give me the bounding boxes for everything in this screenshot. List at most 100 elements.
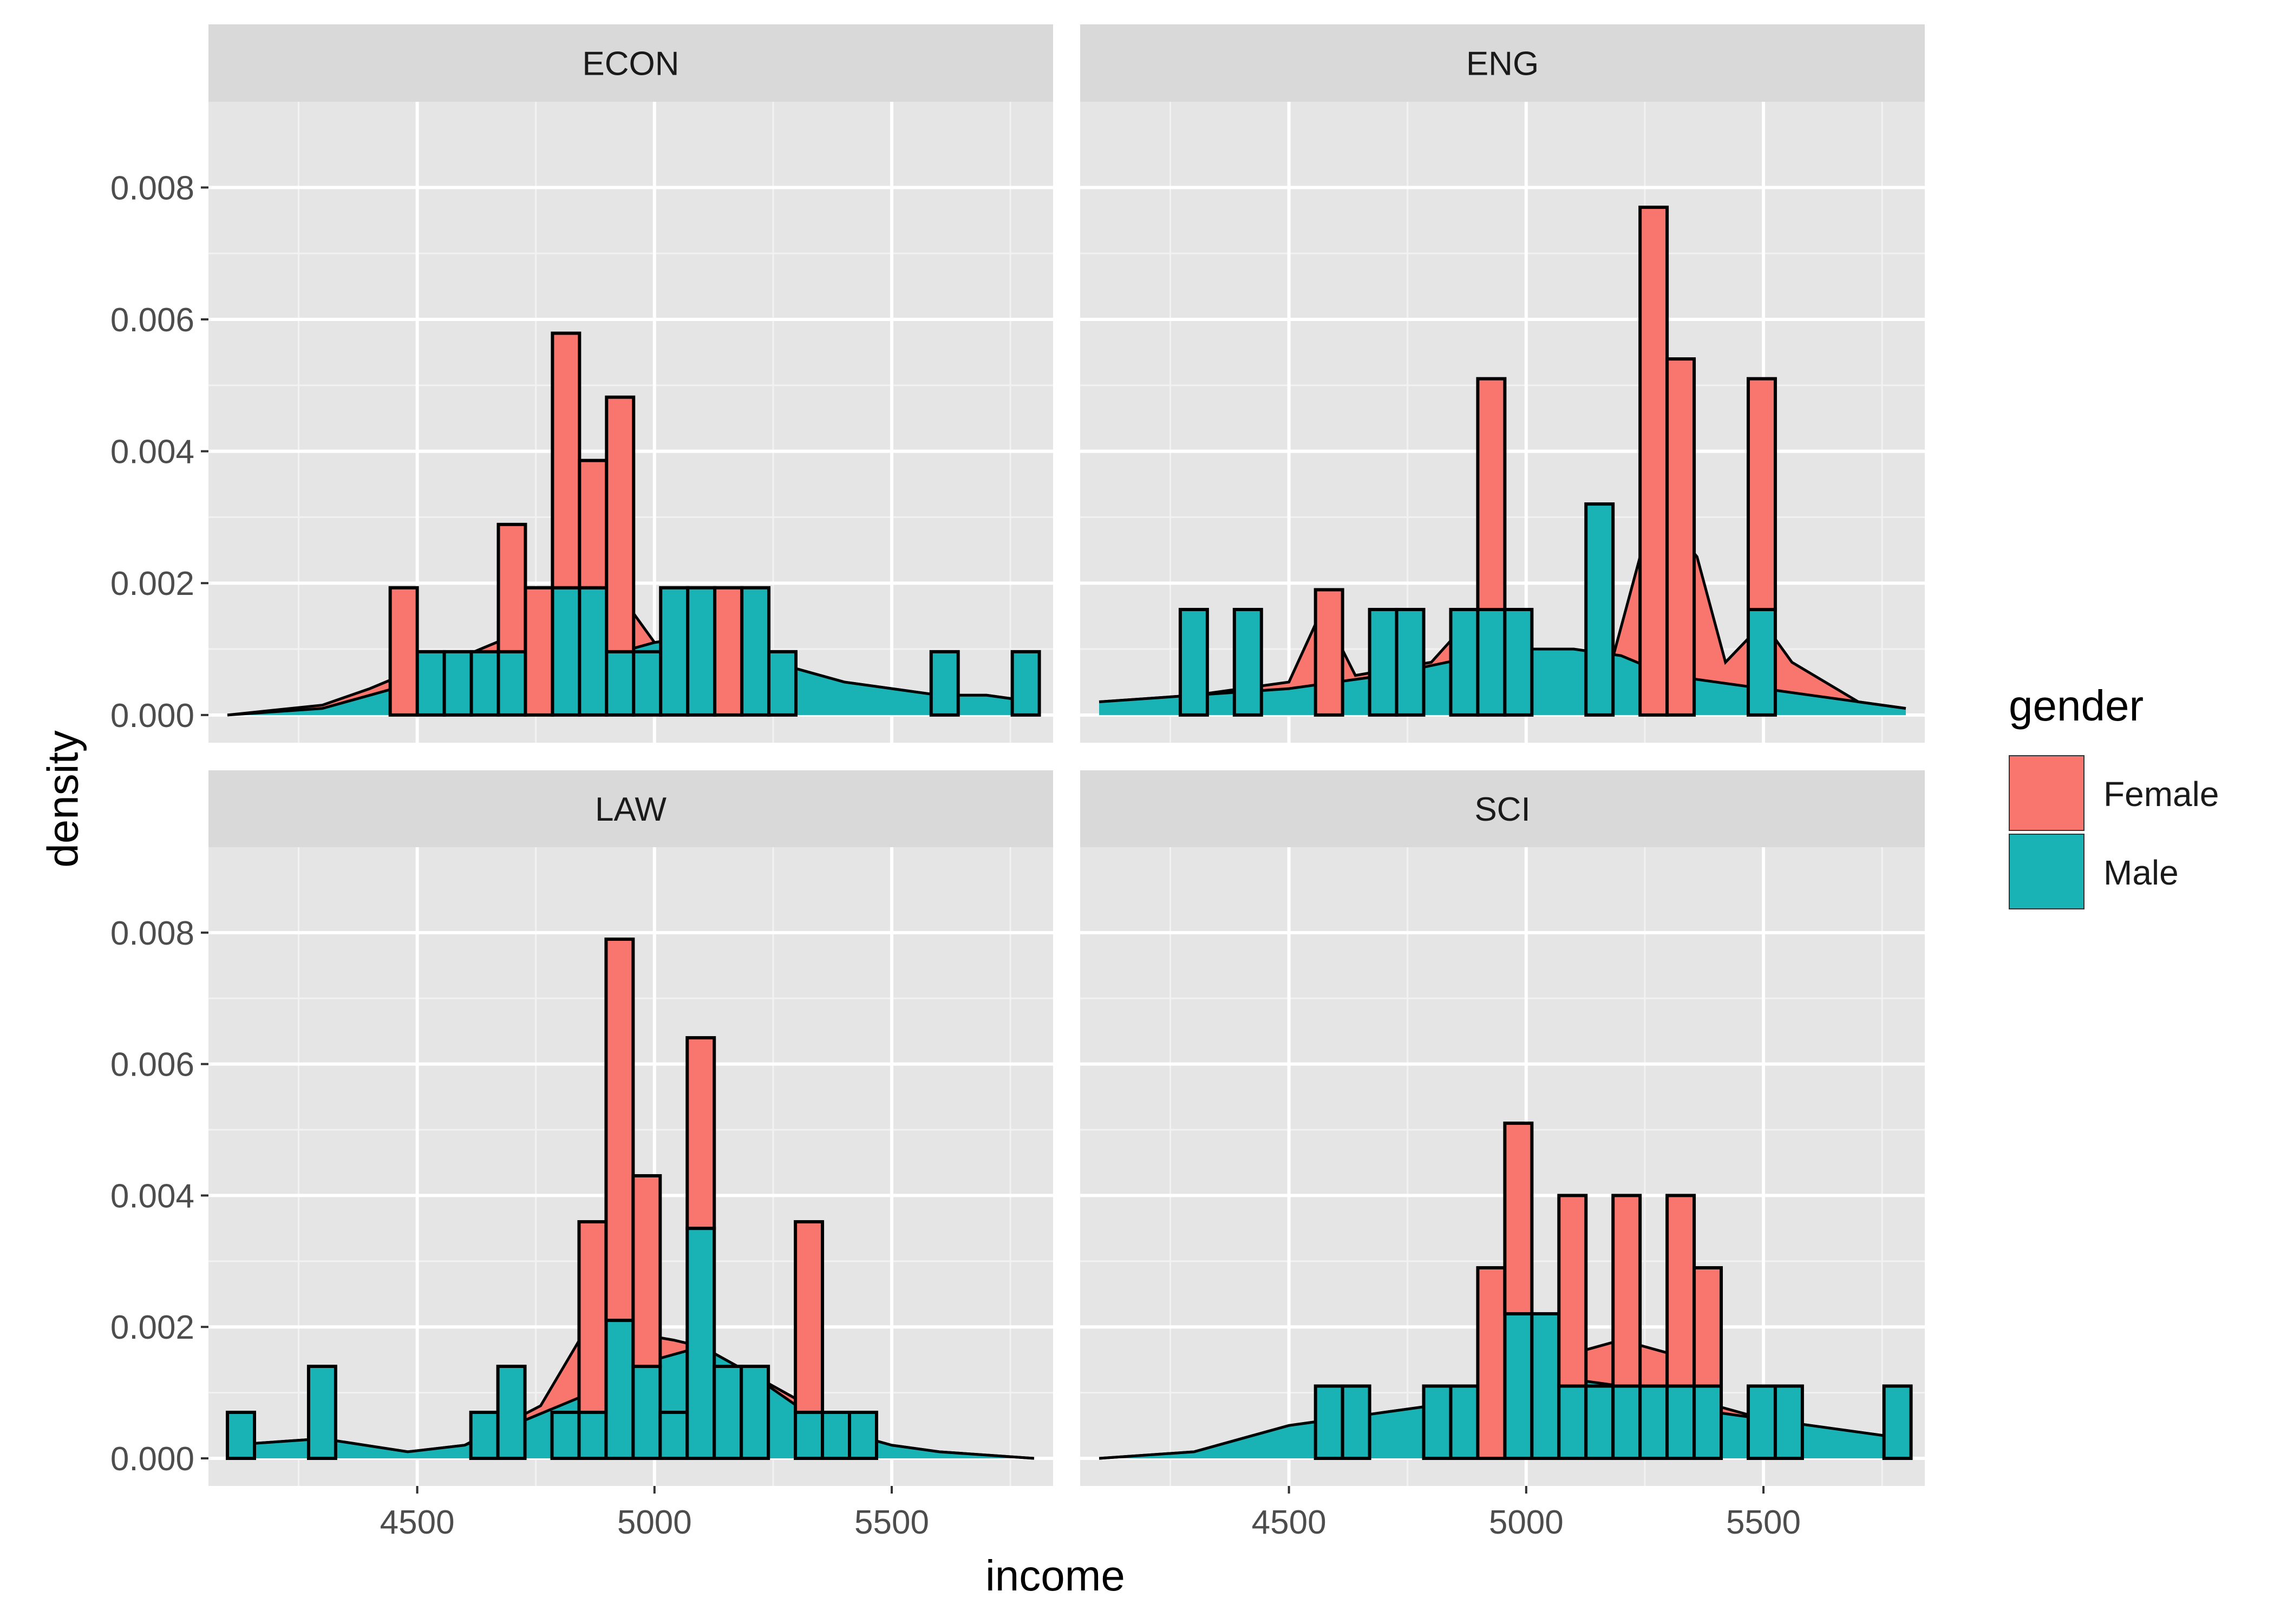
histogram-bar-male [1341,1384,1371,1461]
histogram-bar-male [659,586,690,717]
facet-panel-econ: ECON 0.000 0.002 0.004 0.006 0.008 [110,24,1053,743]
legend-label-male: Male [2103,853,2179,892]
histogram-bar-male [605,650,636,717]
histogram-bar-male [469,1411,500,1461]
histogram-bar-male [1665,1384,1696,1461]
y-tick-label: 0.000 [110,1440,194,1478]
histogram-bar-female [604,937,635,1322]
y-tick-label: 0.002 [110,1309,194,1346]
histogram-bar-male [578,586,609,717]
facet-panel-eng: ENG [1080,24,1925,743]
x-axis-title: income [985,1551,1125,1600]
histogram-bar-male [713,1365,743,1461]
histogram-bar-male [1638,1384,1669,1461]
histogram-bar-female [577,1220,608,1415]
histogram-bar-female [1314,588,1344,717]
legend-title: gender [2009,682,2144,730]
y-tick-label: 0.004 [110,434,194,471]
histogram-bar-male [226,1411,257,1461]
histogram-bar-male [1773,1384,1804,1461]
y-tick-label: 0.006 [110,302,194,339]
histogram-bar-female [685,1036,716,1230]
y-tick-label: 0.000 [110,697,194,735]
histogram-bar-female [1665,357,1696,717]
facet-strip [208,24,1053,102]
x-tick-label: 4500 [380,1504,455,1541]
histogram-bar-male [1530,1312,1561,1461]
histogram-bar-male [1503,1312,1534,1461]
density-area-female [1099,517,1906,715]
histogram-bar-male [1449,607,1480,717]
x-tick-label: 5000 [1489,1504,1564,1541]
histogram-bar-male [469,650,500,717]
histogram-bar-male [1557,1384,1588,1461]
facet-strip [1080,770,1925,847]
histogram-bar-female [1746,377,1777,611]
histogram-bar-male [740,586,771,717]
y-tick-label: 0.006 [110,1046,194,1084]
histogram-bar-female [794,1220,825,1415]
histogram-bar-male [604,1319,635,1461]
histogram-bar-female [578,459,609,590]
histogram-bar-male [685,1227,716,1461]
histogram-bar-female [713,586,744,717]
y-tick-label: 0.004 [110,1177,194,1215]
facet-strip-label: ECON [582,45,679,83]
facet-strip-label: LAW [595,791,667,828]
legend-key-male [2009,834,2084,909]
y-tick-label: 0.008 [110,915,194,952]
facet-strip [1080,24,1925,102]
histogram-bar-male [551,586,581,717]
histogram-bar-female [1665,1194,1696,1388]
histogram-bar-male [1010,650,1041,717]
y-tick-label: 0.002 [110,565,194,603]
histogram-bar-female [1693,1266,1723,1388]
histogram-bar-female [1638,205,1669,717]
histogram-bar-male [821,1411,852,1461]
histogram-bar-male [1422,1384,1453,1461]
histogram-bar-male [686,586,717,717]
legend-label-female: Female [2103,775,2219,814]
histogram-bar-male [1314,1384,1344,1461]
histogram-bar-female [605,395,636,653]
histogram-bar-male [929,650,960,717]
histogram-bar-male [1584,1384,1615,1461]
histogram-bar-female [1611,1194,1642,1388]
histogram-bar-male [767,650,798,717]
histogram-bar-male [632,650,663,717]
histogram-bar-male [631,1365,662,1461]
histogram-bar-male [577,1411,608,1461]
histogram-bar-male [1232,607,1263,717]
histogram-bar-male [848,1411,878,1461]
histogram-bar-male [1584,502,1615,717]
histogram-bar-male [658,1411,689,1461]
legend-key-female [2009,755,2084,831]
histogram-bar-female [1503,1121,1534,1315]
x-tick-label: 5500 [854,1504,929,1541]
histogram-bar-female [496,522,527,653]
facet-panel-law: LAW 0.000 0.002 0.004 0.006 0.008 4500 5000 5500 [110,770,1053,1541]
histogram-bar-male [306,1365,337,1461]
histogram-bar-female [1557,1194,1588,1388]
histogram-bar-male [1449,1384,1480,1461]
histogram-bar-male [1503,607,1534,717]
histogram-bar-male [415,650,446,717]
histogram-bar-male [442,650,473,717]
x-tick-label: 5500 [1726,1504,1801,1541]
histogram-bar-female [551,331,581,590]
histogram-bar-female [388,586,419,717]
histogram-bar-male [1693,1384,1723,1461]
histogram-bar-female [524,586,554,717]
y-axis-title: density [38,730,87,868]
facet-strip-label: SCI [1474,791,1530,828]
histogram-bar-male [496,1365,527,1461]
histogram-bar-male [1178,607,1209,717]
y-tick-label: 0.008 [110,169,194,207]
histogram-bar-male [1746,1384,1777,1461]
x-tick-label: 5000 [617,1504,692,1541]
histogram-bar-female [631,1174,662,1368]
x-tick-label: 4500 [1252,1504,1327,1541]
density-line-male [227,1345,1035,1460]
